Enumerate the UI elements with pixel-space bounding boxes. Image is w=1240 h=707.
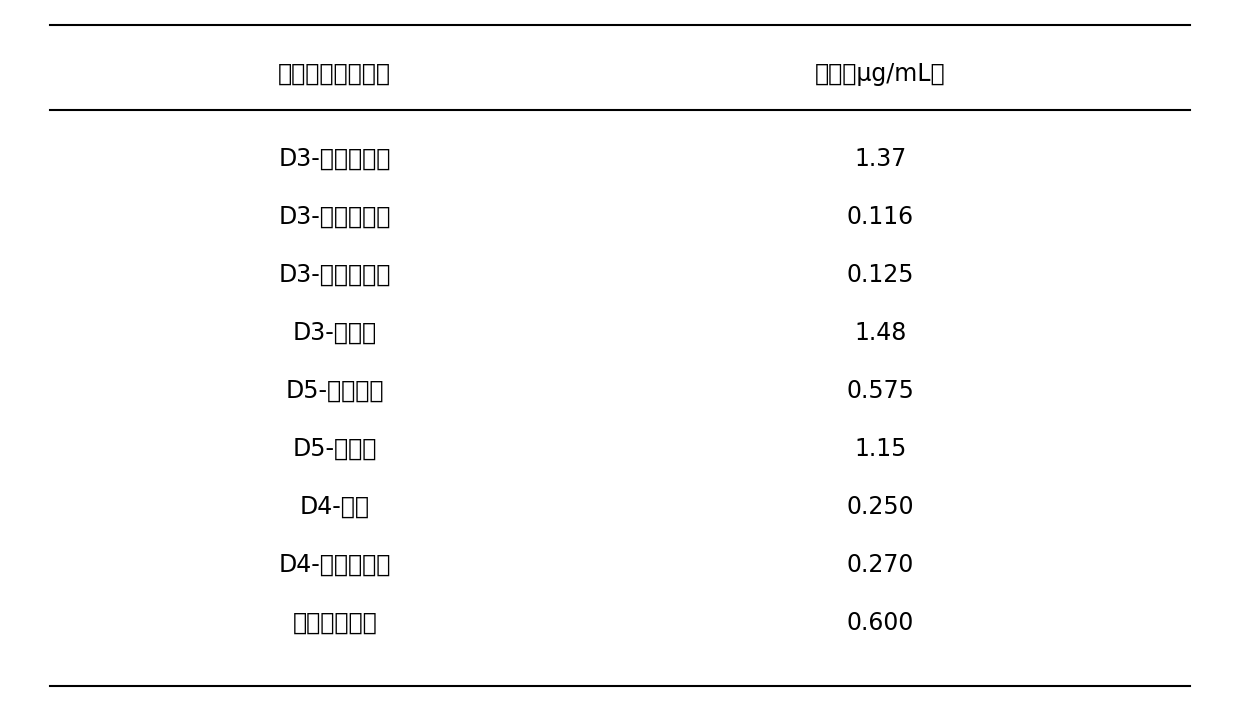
Text: 0.270: 0.270: [847, 553, 914, 577]
Text: 0.600: 0.600: [847, 611, 914, 635]
Text: D3-癸酰基肉碱: D3-癸酰基肉碱: [279, 263, 391, 287]
Text: D4-胆酸: D4-胆酸: [300, 495, 370, 519]
Text: D3-亮氨酸: D3-亮氨酸: [293, 321, 377, 345]
Text: D4-去氧鹅胆酸: D4-去氧鹅胆酸: [279, 553, 391, 577]
Text: 0.250: 0.250: [847, 495, 914, 519]
Text: D5-丙苯氨酸: D5-丙苯氨酸: [285, 379, 384, 403]
Text: D3-乙酰基肉碱: D3-乙酰基肉碱: [279, 147, 391, 171]
Text: D3-己酰基肉碱: D3-己酰基肉碱: [279, 205, 391, 229]
Text: 1.48: 1.48: [854, 321, 906, 345]
Text: D5-色氨酸: D5-色氨酸: [293, 437, 377, 461]
Text: 浓度（μg/mL）: 浓度（μg/mL）: [815, 62, 946, 86]
Text: 同位素内标化合物: 同位素内标化合物: [278, 62, 392, 86]
Text: 0.125: 0.125: [847, 263, 914, 287]
Text: 1.15: 1.15: [854, 437, 906, 461]
Text: 1.37: 1.37: [854, 147, 906, 171]
Text: 亮氨酸脑啊肽: 亮氨酸脑啊肽: [293, 611, 377, 635]
Text: 0.116: 0.116: [847, 205, 914, 229]
Text: 0.575: 0.575: [847, 379, 914, 403]
